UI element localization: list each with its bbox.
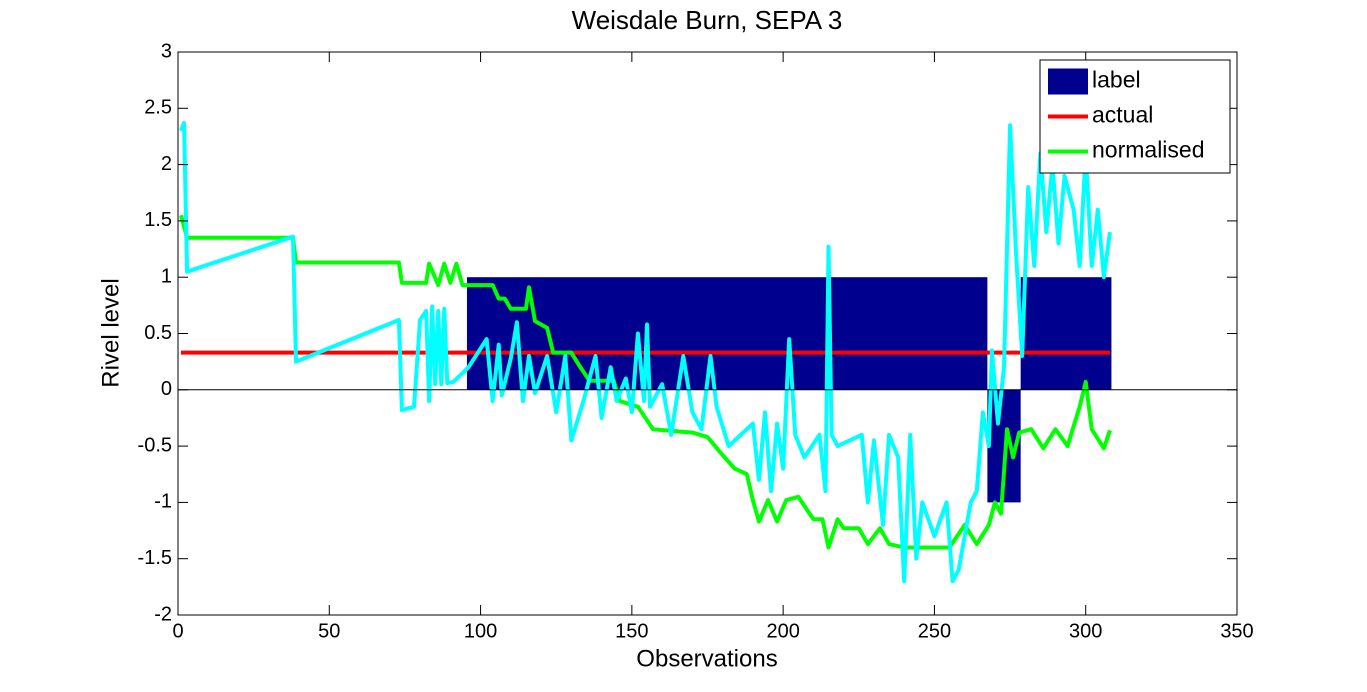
- y-tick-label: 0: [161, 378, 172, 400]
- y-tick-label: 1.5: [144, 209, 172, 231]
- bar: [466, 277, 988, 390]
- x-tick-label: 100: [464, 620, 497, 642]
- y-tick-label: -2: [154, 603, 172, 625]
- line-series: [179, 120, 1112, 584]
- y-tick-label: -0.5: [138, 434, 172, 456]
- x-tick-label: 150: [615, 620, 648, 642]
- legend-label: label: [1092, 67, 1141, 93]
- bar: [1020, 277, 1112, 390]
- y-axis-label: Rivel level: [97, 278, 124, 387]
- y-tick-label: -1.5: [138, 547, 172, 569]
- y-tick-label: 2.5: [144, 97, 172, 119]
- y-tick-label: 0.5: [144, 322, 172, 344]
- y-tick-label: 2: [161, 153, 172, 175]
- x-tick-label: 200: [766, 620, 799, 642]
- chart-title: Weisdale Burn, SEPA 3: [572, 5, 843, 35]
- x-tick-label: 0: [172, 620, 183, 642]
- legend-swatch: [1048, 68, 1088, 95]
- x-tick-label: 350: [1220, 620, 1253, 642]
- y-tick-label: 3: [161, 40, 172, 62]
- x-tick-label: 300: [1069, 620, 1102, 642]
- y-tick-label: -1: [154, 491, 172, 513]
- x-tick-label: 50: [318, 620, 340, 642]
- x-axis-label: Observations: [636, 645, 777, 672]
- legend-label: actual: [1092, 102, 1153, 128]
- legend-label: normalised: [1092, 137, 1205, 163]
- x-tick-label: 250: [918, 620, 951, 642]
- y-tick-label: 1: [161, 265, 172, 287]
- line-series: [179, 214, 1112, 550]
